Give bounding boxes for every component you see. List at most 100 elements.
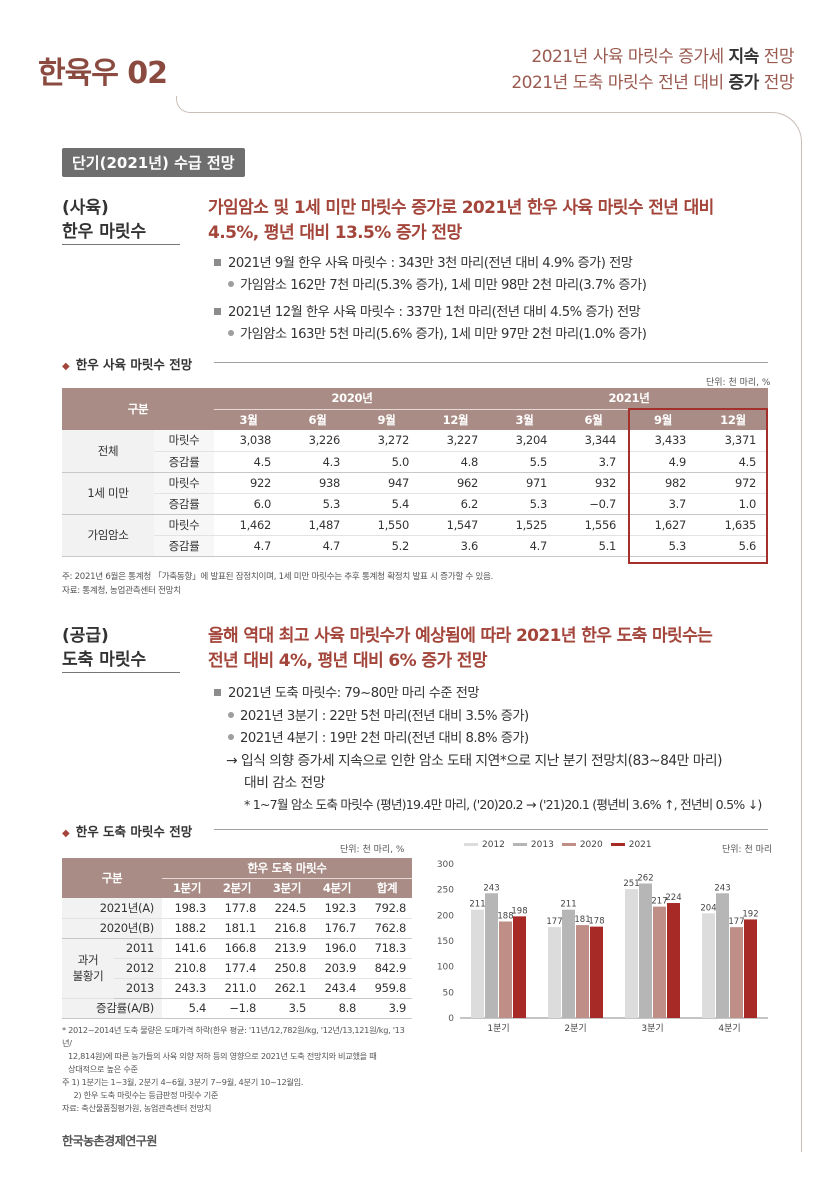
slaughter-topic-line-1: (공급) — [62, 626, 109, 646]
table-cell: −1.8 — [212, 998, 262, 1019]
table-cell: 188.2 — [162, 918, 212, 939]
breeding-headline-line-1: 가임암소 및 1세 미만 마릿수 증가로 2021년 한우 사육 마릿수 전년 … — [208, 198, 714, 218]
table-row: 증감률 4.5 4.3 5.0 4.8 5.5 3.7 4.9 4.5 — [62, 451, 768, 473]
headline-1-prefix: 2021년 사육 마릿수 증가세 — [531, 47, 729, 67]
table-cell: 1,627 — [628, 514, 698, 536]
bar — [702, 913, 715, 1018]
table-cell: 1.0 — [698, 493, 768, 515]
bar — [576, 925, 589, 1018]
table-cell: 177.8 — [212, 898, 262, 919]
col-header-span: 한우 도축 마릿수 — [162, 858, 412, 879]
row-group-label: 1세 미만 — [62, 472, 154, 515]
bar — [639, 883, 652, 1018]
y-tick-label: 300 — [437, 860, 454, 870]
table-row: 과거 불황기 2011 141.6 166.8 213.9 196.0 718.3 — [62, 938, 412, 999]
dot-bullet-icon — [228, 712, 234, 718]
table-cell: 4.7 — [214, 535, 283, 557]
row-label: 마릿수 — [154, 514, 214, 536]
dot-bullet-icon — [228, 734, 234, 740]
slaughter-note-line: 주 1) 1분기는 1~3월, 2분기 4~6월, 3분기 7~9월, 4분기 … — [62, 1077, 304, 1087]
table-cell: 5.3 — [490, 493, 559, 515]
col-header-quarter: 2분기 — [212, 878, 262, 898]
row-group-label-line: 불황기 — [72, 969, 104, 983]
bar-value-label: 188 — [497, 911, 513, 921]
table-cell: 4.5 — [698, 451, 768, 473]
breeding-topic-line-2: 한우 마릿수 — [62, 222, 147, 242]
y-tick-label: 150 — [437, 937, 454, 947]
col-header-quarter: 3분기 — [262, 878, 312, 898]
bar-value-label: 243 — [714, 883, 730, 893]
breeding-subbullet-2: 가임암소 163만 5천 마리(5.6% 증가), 1세 미만 97만 2천 마… — [228, 323, 647, 342]
col-header-month: 12월 — [421, 409, 490, 430]
table-cell: 5.6 — [698, 535, 768, 557]
table-cell: 1,550 — [352, 514, 421, 536]
row-label: 2021년(A) — [62, 898, 162, 919]
breeding-source-line: 자료: 통계청, 농업관측센터 전망치 — [62, 586, 181, 596]
table-cell: 3.5 — [262, 998, 312, 1019]
table-cell: 3.9 — [362, 998, 412, 1019]
bullet-text: 2021년 4분기 : 19만 2천 마리(전년 대비 8.8% 증가) — [240, 731, 529, 746]
x-tick-label: 1분기 — [487, 1023, 509, 1034]
table-cell: 213.9 — [262, 938, 312, 959]
headline-line-1: 2021년 사육 마릿수 증가세 지속 전망 — [511, 44, 794, 70]
table-cell: 3.7 — [628, 493, 698, 515]
x-tick-label: 2분기 — [564, 1023, 586, 1034]
table-cell: 198.3 — [162, 898, 212, 919]
table-cell: 250.8 — [262, 958, 312, 979]
col-header-group: 구분 — [62, 388, 214, 430]
table-cell: 8.8 — [312, 998, 362, 1019]
table-row: 2012 210.8 177.4 250.8 203.9 842.9 — [62, 958, 412, 979]
row-label: 2013 — [114, 978, 162, 999]
slaughter-table-title: ◆ 한우 도축 마릿수 전망 — [62, 821, 192, 840]
breeding-topic: (사육) 한우 마릿수 — [62, 196, 146, 244]
row-group-label: 전체 — [62, 430, 154, 473]
table-cell: 5.1 — [559, 535, 628, 557]
table-cell: 3,204 — [490, 430, 559, 452]
chart-unit: 단위: 천 마리 — [722, 845, 773, 855]
legend-swatch — [512, 843, 527, 846]
col-header-month: 6월 — [283, 409, 352, 430]
x-tick-label: 4분기 — [718, 1023, 740, 1034]
table-row: 2021년(A) 198.3 177.8 224.5 192.3 792.8 — [62, 898, 412, 919]
table-cell: 3,272 — [352, 430, 421, 452]
bar-value-label: 192 — [742, 909, 758, 919]
diamond-icon: ◆ — [62, 828, 70, 839]
slaughter-topic: (공급) 도축 마릿수 — [62, 624, 146, 672]
table-cell: 762.8 — [362, 918, 412, 939]
col-header-month: 3월 — [214, 409, 283, 430]
table-cell: 224.5 — [262, 898, 312, 919]
table-cell: 1,547 — [421, 514, 490, 536]
table-cell: 3,433 — [628, 430, 698, 452]
bar-value-label: 181 — [574, 915, 590, 925]
breeding-note-line: 주: 2021년 6월은 통계청 「가축동향」에 발표된 잠정치이며, 1세 미… — [62, 572, 494, 582]
headline-2-bold: 증가 — [728, 73, 760, 93]
slaughter-arrow-line-2: 대비 감소 전망 — [244, 775, 325, 791]
bar-value-label: 251 — [623, 879, 639, 889]
legend-label: 2020 — [579, 840, 603, 850]
bar-value-label: 262 — [637, 874, 653, 884]
table-cell: 842.9 — [362, 958, 412, 979]
table-cell: 5.4 — [352, 493, 421, 515]
square-bullet-icon — [214, 258, 221, 266]
page-frame-line — [190, 112, 802, 1152]
table-cell: 5.3 — [283, 493, 352, 515]
table-cell: 3,227 — [421, 430, 490, 452]
row-label: 2012 — [114, 958, 162, 979]
breeding-bullet-2: 2021년 12월 한우 사육 마릿수 : 337만 1천 마리(전년 대비 4… — [214, 301, 641, 320]
table-cell: 4.9 — [628, 451, 698, 473]
table-cell: 932 — [559, 472, 628, 494]
row-label: 증감률 — [154, 535, 214, 557]
row-group-label: 과거 불황기 — [62, 938, 114, 999]
section-badge: 단기(2021년) 수급 전망 — [62, 148, 245, 177]
legend-label: 2012 — [482, 840, 505, 850]
table-cell: 5.4 — [162, 998, 212, 1019]
slaughter-bullet-1: 2021년 도축 마릿수: 79~80만 마리 수준 전망 — [214, 682, 480, 701]
slaughter-subbullet-2: 2021년 4분기 : 19만 2천 마리(전년 대비 8.8% 증가) — [228, 727, 529, 746]
bar-value-label: 177 — [546, 917, 562, 927]
highlight-box — [628, 408, 768, 564]
bar-value-label: 243 — [483, 883, 499, 893]
table-cell: 4.7 — [283, 535, 352, 557]
bar-value-label: 198 — [511, 906, 527, 916]
slaughter-headline-line-2: 전년 대비 4%, 평년 대비 6% 증가 전망 — [208, 651, 488, 671]
col-header-month: 12월 — [698, 409, 768, 430]
